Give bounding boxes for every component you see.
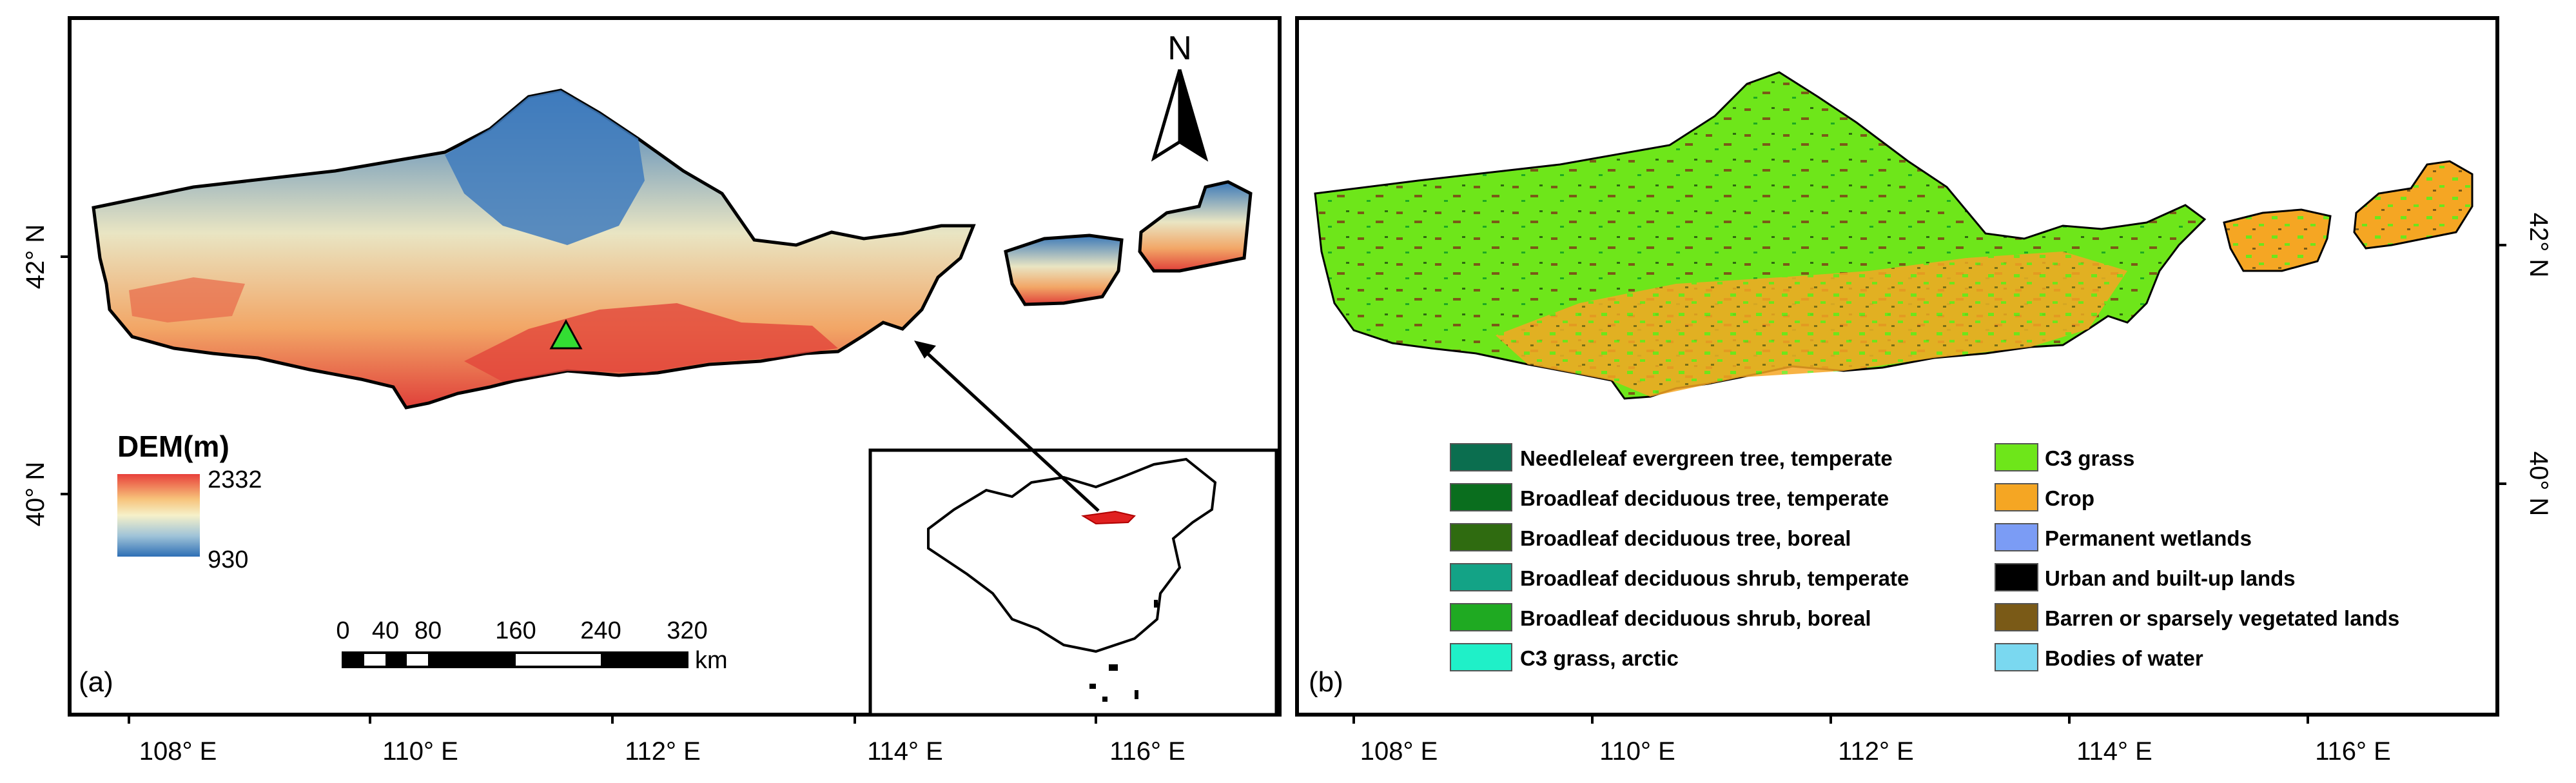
north-arrow: N: [1151, 30, 1209, 162]
panel-b-xtick-110: 110° E: [1599, 737, 1675, 766]
legend-swatch-left-4: [1450, 603, 1512, 631]
panel-b-xtick-114: 114° E: [2076, 737, 2152, 766]
inset-china-outline: [927, 457, 1217, 653]
panel-a-xtick-112: 112° E: [625, 737, 701, 766]
panel-b-xtick-116: 116° E: [2315, 737, 2391, 766]
panel-a-label: (a): [79, 666, 113, 698]
landcover-region-east-2: [2353, 160, 2474, 250]
panel-b-frame: [1295, 16, 2499, 717]
panel-a-y-axis: 42° N 40° N: [21, 224, 70, 527]
legend-label-right-1: Crop: [2045, 486, 2094, 510]
legend-swatch-left-5: [1450, 643, 1512, 671]
legend-swatch-left-0: [1450, 443, 1512, 471]
panel-b-x-axis: 108° E 110° E 112° E 114° E 116° E: [1352, 715, 2391, 766]
site-marker-triangle: [549, 319, 583, 350]
scale-tick-240: 240: [580, 617, 621, 644]
legend-label-right-5: Bodies of water: [2045, 646, 2203, 670]
dem-region-east-1: [1004, 233, 1124, 306]
legend-label-left-3: Broadleaf deciduous shrub, temperate: [1520, 566, 1909, 590]
legend-label-left-1: Broadleaf deciduous tree, temperate: [1520, 486, 1889, 510]
dem-north-highland: [445, 90, 645, 245]
scale-tick-0: 0: [336, 617, 349, 644]
legend-swatch-right-1: [1995, 483, 2038, 511]
landcover-crop-belt: [1496, 252, 2127, 397]
legend-swatch-right-4: [1995, 603, 2038, 631]
panel-a-xtick-110: 110° E: [382, 737, 458, 766]
dem-west-ridge: [129, 277, 245, 322]
scale-tick-160: 160: [495, 617, 536, 644]
panel-a-xtick-116: 116° E: [1109, 737, 1186, 766]
scale-unit: km: [695, 647, 728, 674]
scale-tick-320: 320: [667, 617, 707, 644]
legend-label-right-4: Barren or sparsely vegetated lands: [2045, 606, 2399, 630]
inset-islands: [1089, 600, 1158, 702]
panel-a-ytick-42: 42° N: [21, 224, 50, 290]
dem-region-east-2: [1138, 180, 1253, 273]
dem-legend-max: 2332: [208, 466, 262, 493]
legend-swatch-left-1: [1450, 483, 1512, 511]
inset-study-area: [1081, 510, 1136, 525]
panel-b-xtick-108: 108° E: [1360, 737, 1438, 766]
dem-south-ridge: [464, 303, 838, 382]
legend-swatch-left-2: [1450, 523, 1512, 551]
legend-swatch-right-0: [1995, 443, 2038, 471]
landcover-region-east-1: [2223, 208, 2332, 272]
dem-legend-title: DEM(m): [117, 430, 229, 463]
panel-b-ytick-42: 42° N: [2524, 213, 2553, 278]
legend-label-left-4: Broadleaf deciduous shrub, boreal: [1520, 606, 1871, 630]
panel-b-y-axis: 42° N 40° N: [2497, 213, 2553, 517]
panel-a-xtick-108: 108° E: [139, 737, 217, 766]
panel-a-ytick-40: 40° N: [21, 462, 50, 527]
legend-label-right-3: Urban and built-up lands: [2045, 566, 2296, 590]
scale-bar: 0 40 80 160 240 320 km: [336, 617, 727, 674]
legend-swatch-right-5: [1995, 643, 2038, 671]
legend-swatch-left-3: [1450, 563, 1512, 591]
dem-legend-min: 930: [208, 546, 248, 573]
dem-color-ramp: [117, 474, 200, 557]
legend-label-left-2: Broadleaf deciduous tree, boreal: [1520, 526, 1851, 550]
legend-label-right-2: Permanent wetlands: [2045, 526, 2252, 550]
panel-a-xtick-114: 114° E: [867, 737, 943, 766]
legend-label-left-0: Needleleaf evergreen tree, temperate: [1520, 446, 1893, 470]
panel-b-xtick-112: 112° E: [1838, 737, 1914, 766]
legend-swatch-right-2: [1995, 523, 2038, 551]
inset-pointer-arrow: [914, 341, 1100, 512]
dem-legend: DEM(m) 2332 930: [117, 430, 262, 573]
north-arrow-letter: N: [1167, 30, 1192, 67]
scale-tick-80: 80: [415, 617, 442, 644]
legend-label-left-5: C3 grass, arctic: [1520, 646, 1679, 670]
landcover-legend: Needleleaf evergreen tree, temperate Broa…: [1450, 443, 2399, 671]
panel-b-label: (b): [1309, 666, 1343, 698]
legend-label-right-0: C3 grass: [2045, 446, 2134, 470]
legend-swatch-right-3: [1995, 563, 2038, 591]
panel-a-x-axis: 108° E 110° E 112° E 114° E 116° E: [128, 715, 1186, 766]
panel-b-ytick-40: 40° N: [2524, 451, 2553, 517]
scale-tick-40: 40: [372, 617, 399, 644]
